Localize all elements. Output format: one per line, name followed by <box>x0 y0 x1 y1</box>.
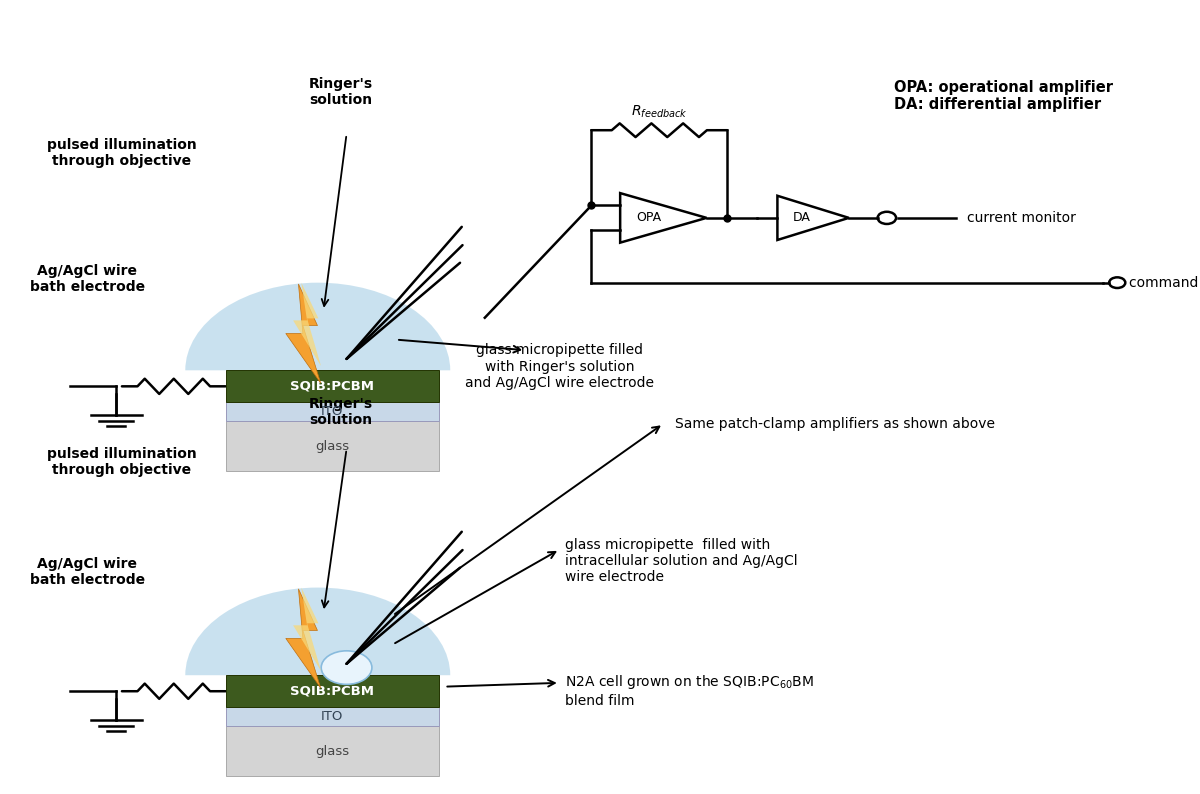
Text: ITO: ITO <box>320 711 343 723</box>
Polygon shape <box>286 284 320 383</box>
Polygon shape <box>293 588 320 671</box>
Text: Ringer's
solution: Ringer's solution <box>308 397 373 427</box>
Text: glass: glass <box>316 440 349 453</box>
Bar <box>226 422 439 471</box>
Bar <box>226 727 439 776</box>
Bar <box>226 370 439 403</box>
Text: DA: DA <box>792 211 810 225</box>
Text: $R_{feedback}$: $R_{feedback}$ <box>631 104 688 121</box>
Text: glass micropipette filled
with Ringer's solution
and Ag/AgCl wire electrode: glass micropipette filled with Ringer's … <box>466 343 654 390</box>
Text: Same patch-clamp amplifiers as shown above: Same patch-clamp amplifiers as shown abo… <box>674 417 995 430</box>
Text: SQIB:PCBM: SQIB:PCBM <box>290 684 374 698</box>
Wedge shape <box>185 588 450 675</box>
Text: OPA: operational amplifier
DA: differential amplifier: OPA: operational amplifier DA: different… <box>894 79 1112 112</box>
Text: N2A cell grown on the SQIB:PC$_{60}$BM
blend film: N2A cell grown on the SQIB:PC$_{60}$BM b… <box>565 673 815 707</box>
Text: ITO: ITO <box>320 406 343 418</box>
Text: Ag/AgCl wire
bath electrode: Ag/AgCl wire bath electrode <box>30 264 145 294</box>
Text: pulsed illumination
through objective: pulsed illumination through objective <box>47 138 197 168</box>
Text: Ag/AgCl wire
bath electrode: Ag/AgCl wire bath electrode <box>30 557 145 588</box>
Text: Ringer's
solution: Ringer's solution <box>308 77 373 107</box>
Polygon shape <box>286 589 320 688</box>
Polygon shape <box>293 283 320 366</box>
Circle shape <box>322 651 372 684</box>
Text: glass micropipette  filled with
intracellular solution and Ag/AgCl
wire electrod: glass micropipette filled with intracell… <box>565 538 798 584</box>
Bar <box>226 403 439 422</box>
Text: SQIB:PCBM: SQIB:PCBM <box>290 380 374 393</box>
Text: glass: glass <box>316 745 349 757</box>
Text: command  potential: command potential <box>1129 276 1200 290</box>
Bar <box>226 707 439 727</box>
Text: OPA: OPA <box>636 211 661 225</box>
Text: current monitor: current monitor <box>967 211 1076 225</box>
Bar <box>226 675 439 707</box>
Text: pulsed illumination
through objective: pulsed illumination through objective <box>47 447 197 477</box>
Wedge shape <box>185 283 450 370</box>
